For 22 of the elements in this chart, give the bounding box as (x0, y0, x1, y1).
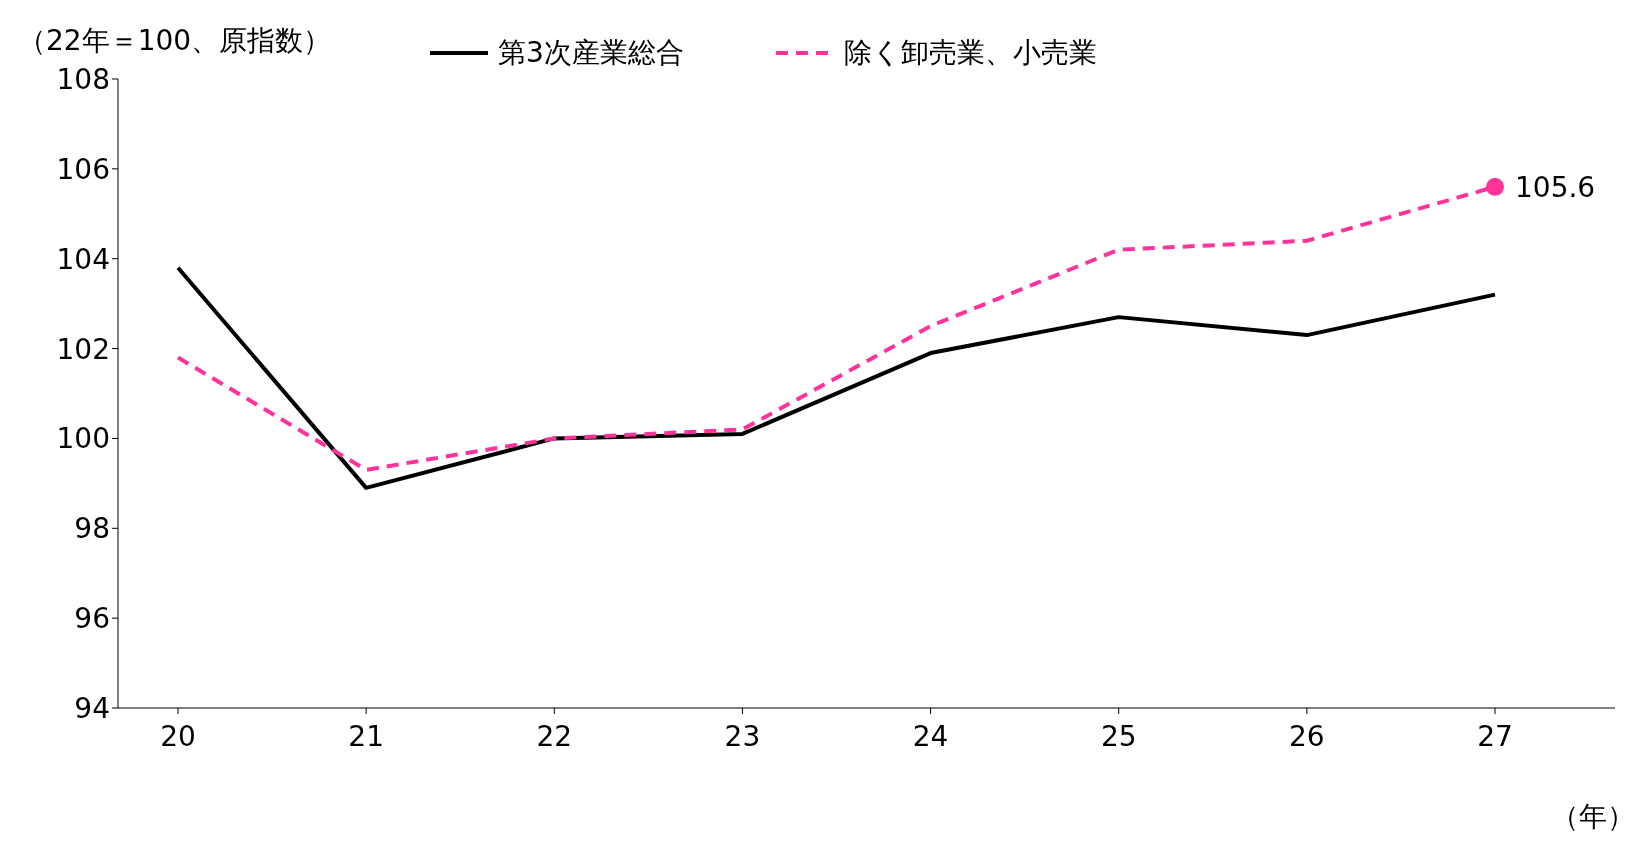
x-tick-label: 25 (1100, 719, 1137, 753)
y-axis-title: （22年＝100、原指数） (18, 23, 332, 59)
y-tick-label: 108 (56, 62, 110, 96)
data-label: 105.6 (1515, 170, 1596, 204)
x-tick-label: 27 (1477, 719, 1513, 753)
line-series (176, 265, 1497, 490)
y-tick-label: 96 (74, 602, 110, 636)
x-tick-label: 21 (348, 719, 384, 753)
legend-label: 除く卸売業、小売業 (843, 35, 1097, 71)
y-tick-label: 102 (56, 332, 110, 366)
x-tick-label: 20 (160, 719, 196, 753)
y-tick-label: 100 (56, 422, 110, 456)
x-tick-label: 26 (1289, 719, 1325, 753)
y-tick-label: 106 (56, 152, 110, 186)
x-axis-title: （年） (1551, 799, 1635, 835)
x-tick-label: 22 (536, 719, 573, 753)
y-tick-label: 94 (74, 691, 110, 725)
y-tick-label: 98 (74, 512, 110, 546)
x-tick-label: 23 (724, 719, 761, 753)
y-tick-label: 104 (56, 242, 110, 276)
x-tick-label: 24 (912, 719, 949, 753)
legend-label: 第3次産業総合 (498, 35, 684, 71)
